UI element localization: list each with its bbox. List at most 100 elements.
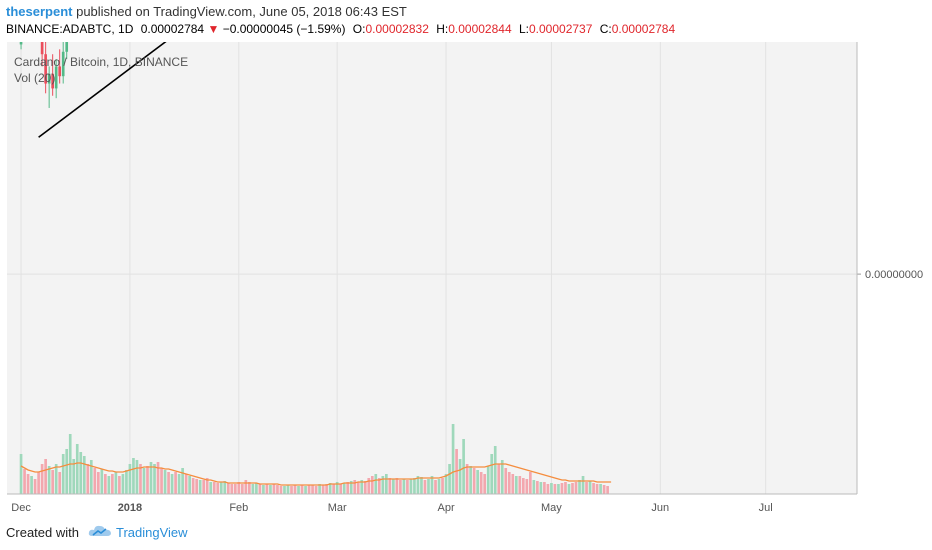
volume-bar — [19, 454, 23, 494]
volume-bar — [328, 483, 332, 494]
volume-bar — [374, 474, 378, 494]
volume-bar — [51, 470, 54, 494]
volume-bar — [167, 472, 170, 494]
volume-bar — [388, 478, 392, 494]
symbol-label: BINANCE:ADABTC, 1D — [6, 22, 134, 36]
volume-bar — [346, 482, 350, 494]
volume-bar — [564, 482, 567, 494]
volume-bar — [104, 474, 107, 494]
y-tick-label: 0.00000000 — [865, 269, 923, 281]
volume-bar — [349, 481, 353, 494]
volume-bar — [606, 486, 609, 494]
high-label: H: — [436, 22, 449, 36]
volume-bar — [276, 485, 279, 494]
volume-bar — [279, 486, 283, 494]
volume-bar — [430, 476, 434, 494]
volume-bar — [395, 478, 399, 494]
candle-body — [54, 66, 58, 89]
volume-bar — [96, 472, 100, 494]
volume-bar — [592, 483, 595, 494]
volume-bar — [543, 482, 546, 494]
volume-bar — [23, 469, 26, 494]
volume-bar — [321, 485, 325, 494]
volume-bar — [399, 480, 402, 494]
volume-bar — [86, 464, 90, 494]
candle-body — [65, 42, 69, 52]
chart-header: theserpent published on TradingView.com,… — [0, 0, 932, 42]
volume-bar — [423, 480, 427, 494]
volume-bar — [139, 464, 142, 494]
candle-body — [51, 73, 54, 89]
volume-bar — [272, 484, 276, 494]
volume-bar — [567, 484, 571, 494]
volume-bar — [377, 478, 381, 494]
volume-bar — [149, 462, 153, 494]
volume-bar — [160, 468, 163, 494]
volume-bar — [420, 477, 423, 494]
volume-bar — [269, 485, 272, 494]
author-link[interactable]: theserpent — [6, 4, 73, 19]
volume-bar — [72, 459, 76, 494]
plot-area[interactable] — [7, 42, 857, 494]
price-chart[interactable]: 0.000090000.000080000.000070000.00006000… — [0, 42, 932, 514]
volume-bar — [539, 482, 543, 494]
volume-bar — [255, 483, 258, 494]
volume-bar — [511, 474, 515, 494]
volume-bar — [195, 479, 199, 494]
volume-bar — [174, 472, 177, 494]
volume-bar — [212, 482, 216, 494]
volume-bar — [550, 483, 553, 494]
volume-bar — [125, 470, 128, 494]
volume-bar — [500, 460, 504, 494]
volume-bar — [451, 424, 455, 494]
volume-bar — [335, 482, 339, 494]
x-tick-label: Jun — [651, 502, 669, 514]
volume-bar — [118, 476, 121, 494]
volume-bar — [311, 485, 314, 494]
volume-bar — [93, 468, 97, 494]
volume-bar — [128, 464, 132, 494]
ohlc-line: BINANCE:ADABTC, 1D 0.00002784 ▼ −0.00000… — [6, 22, 675, 36]
volume-bar — [560, 483, 564, 494]
volume-bar — [318, 484, 321, 494]
volume-bar — [339, 484, 343, 494]
x-tick-label: Feb — [229, 502, 248, 514]
x-tick-label: Mar — [328, 502, 347, 514]
volume-bar — [314, 486, 318, 494]
volume-bar — [599, 484, 602, 494]
volume-bar — [82, 456, 86, 494]
volume-bar — [132, 458, 135, 494]
volume-bar — [571, 483, 574, 494]
tradingview-cloud-icon — [88, 525, 111, 536]
volume-bar — [581, 476, 585, 494]
volume-bar — [163, 470, 167, 494]
volume-bar — [202, 480, 206, 494]
volume-bar — [504, 468, 508, 494]
volume-bar — [353, 480, 357, 494]
volume-bar — [402, 479, 406, 494]
volume-bar — [146, 466, 149, 494]
legend-title: Cardano / Bitcoin, 1D, BINANCE — [14, 55, 188, 69]
volume-bar — [444, 474, 448, 494]
volume-bar — [585, 482, 588, 494]
volume-bar — [507, 472, 511, 494]
volume-bar — [416, 476, 420, 494]
axes: 0.000090000.000080000.000070000.00006000… — [7, 42, 923, 514]
volume-bar — [574, 482, 578, 494]
volume-bar — [521, 478, 525, 494]
volume-bar — [497, 464, 501, 494]
volume-bar — [135, 460, 139, 494]
x-tick-label: Jul — [759, 502, 773, 514]
volume-bar — [472, 468, 476, 494]
volume-bar — [493, 446, 497, 494]
volume-bar — [486, 466, 490, 494]
tradingview-link[interactable]: TradingView — [116, 525, 188, 540]
volume-ma-line — [20, 462, 612, 486]
candle-body — [58, 66, 62, 77]
legend-volume: Vol (20) — [14, 71, 55, 85]
x-tick-label: Dec — [11, 502, 31, 514]
volume-bar — [89, 460, 93, 494]
volume-bar — [40, 464, 44, 494]
volume-bar — [209, 482, 213, 494]
volume-bar — [205, 478, 209, 494]
